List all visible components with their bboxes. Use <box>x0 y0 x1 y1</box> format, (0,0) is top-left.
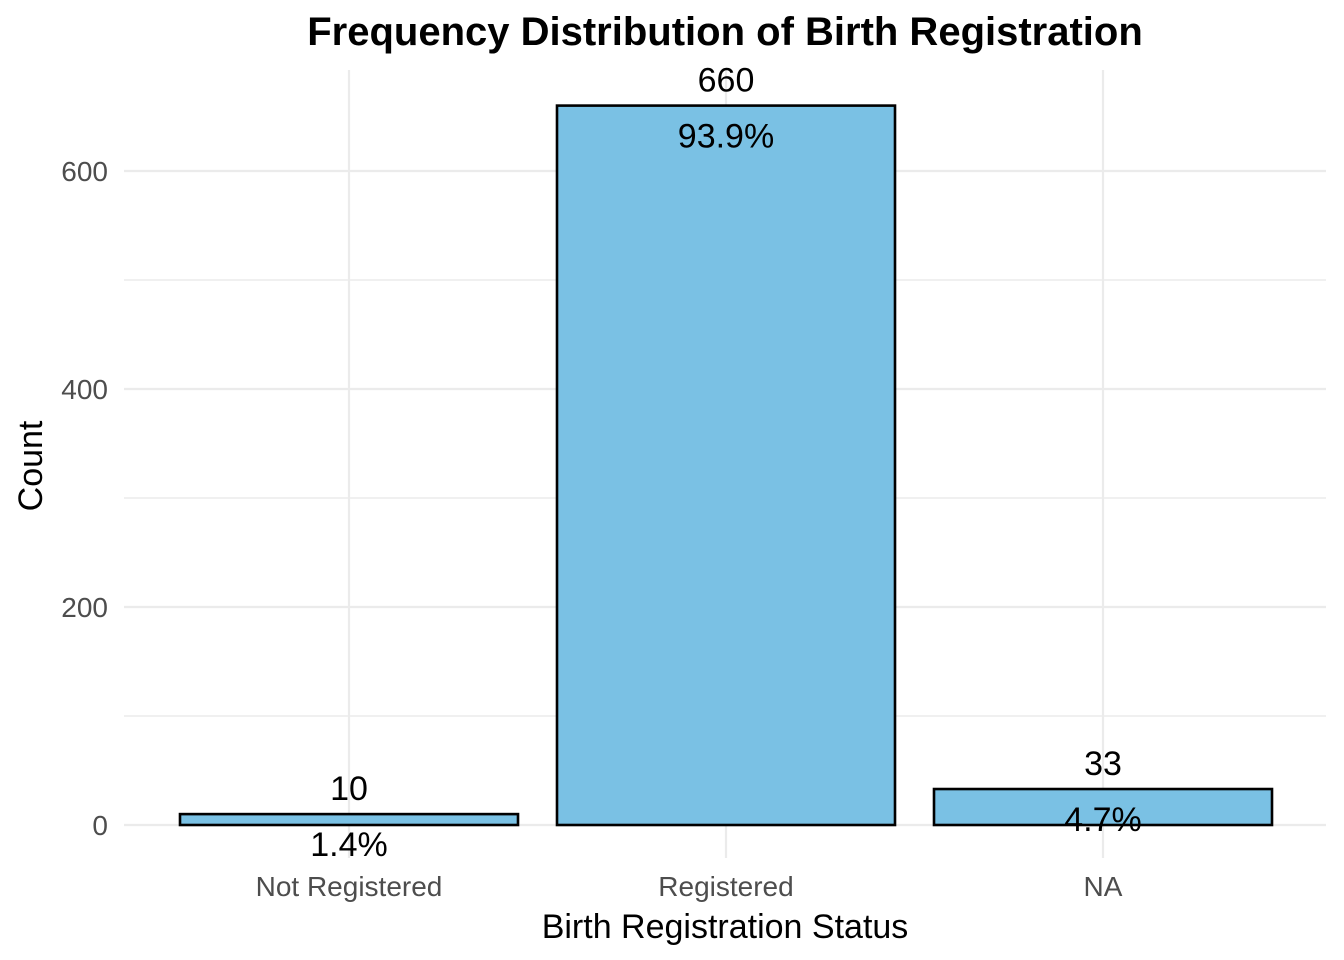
chart-title: Frequency Distribution of Birth Registra… <box>307 10 1143 54</box>
bar <box>932 787 1274 827</box>
percent-label: 1.4% <box>310 826 388 864</box>
bar <box>178 812 520 827</box>
count-label: 33 <box>1084 745 1122 783</box>
y-tick-label: 600 <box>61 156 108 187</box>
percent-label: 4.7% <box>1064 801 1142 839</box>
data-labels: 10 1.4% 660 93.9% 33 4.7% <box>310 62 1142 864</box>
x-tick-label: Registered <box>658 871 793 902</box>
bar <box>555 104 897 827</box>
count-label: 660 <box>698 62 755 100</box>
x-axis-label: Birth Registration Status <box>542 908 909 946</box>
x-tick-label: NA <box>1084 871 1123 902</box>
y-tick-label: 0 <box>92 810 108 841</box>
count-label: 10 <box>330 770 368 808</box>
y-tick-label: 200 <box>61 592 108 623</box>
percent-label: 93.9% <box>678 118 774 156</box>
y-tick-label: 400 <box>61 374 108 405</box>
y-axis-label: Count <box>12 420 50 511</box>
x-tick-label: Not Registered <box>256 871 443 902</box>
bars <box>178 104 1274 827</box>
axis-ticks: 0 200 400 600 Not Registered Registered NA <box>61 156 1122 902</box>
